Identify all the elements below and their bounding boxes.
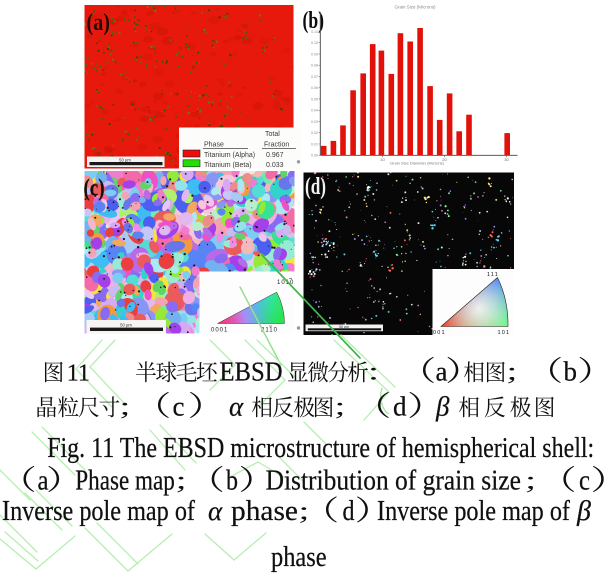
svg-text:101: 101 <box>498 330 511 336</box>
svg-text:0.08: 0.08 <box>311 64 318 68</box>
svg-text:(c): (c) <box>84 176 105 202</box>
svg-text:0.06: 0.06 <box>311 86 318 90</box>
svg-text:11: 11 <box>67 361 90 387</box>
svg-text:b: b <box>226 465 238 497</box>
svg-text:001: 001 <box>433 330 446 336</box>
svg-text:0.09: 0.09 <box>311 52 318 56</box>
svg-text:2110: 2110 <box>261 328 278 334</box>
svg-text:Fraction: Fraction <box>264 142 289 149</box>
svg-text:α: α <box>208 496 223 526</box>
svg-text:β: β <box>435 392 450 422</box>
svg-text:c: c <box>173 392 185 422</box>
svg-text:Titanium (Alpha): Titanium (Alpha) <box>204 152 255 159</box>
svg-text:50 µm: 50 µm <box>119 157 131 162</box>
svg-text:0.10: 0.10 <box>311 41 318 45</box>
svg-text:phase: phase <box>271 542 327 573</box>
svg-text:0.967: 0.967 <box>266 152 284 159</box>
svg-text:Fig. 11 The EBSD microstructur: Fig. 11 The EBSD microstructure of hemis… <box>47 433 594 464</box>
svg-text:(a): (a) <box>87 10 111 36</box>
svg-text:0001: 0001 <box>211 328 228 334</box>
svg-text:phase: phase <box>231 496 298 527</box>
svg-text:Grain Size (Microns): Grain Size (Microns) <box>394 5 436 10</box>
svg-text:EBSD: EBSD <box>220 357 283 387</box>
svg-text:0.03: 0.03 <box>311 120 318 124</box>
svg-text:Grain Size Diameter (Microns): Grain Size Diameter (Microns) <box>390 161 444 166</box>
svg-text:(d): (d) <box>305 174 326 200</box>
svg-text:20: 20 <box>442 157 447 162</box>
svg-text:α: α <box>229 392 244 422</box>
svg-text:Distribution of grain size: Distribution of grain size <box>266 466 521 497</box>
svg-text:0.07: 0.07 <box>311 75 318 79</box>
svg-text:0.00: 0.00 <box>311 154 318 158</box>
svg-text:50 µm: 50 µm <box>339 325 349 329</box>
svg-text:0.02: 0.02 <box>311 131 318 135</box>
svg-text:β: β <box>576 496 591 527</box>
svg-text:0.05: 0.05 <box>311 97 318 101</box>
svg-text:0.11: 0.11 <box>311 30 318 34</box>
svg-text:0.04: 0.04 <box>311 109 318 113</box>
svg-text:(b): (b) <box>303 8 325 34</box>
svg-text:111: 111 <box>487 272 499 278</box>
svg-text:Total: Total <box>265 131 280 138</box>
svg-text:1010: 1010 <box>277 280 294 286</box>
svg-text:10: 10 <box>380 157 385 162</box>
svg-text:a: a <box>436 357 448 387</box>
svg-text:d: d <box>343 495 355 527</box>
svg-text:Inverse pole map of: Inverse pole map of <box>2 496 196 527</box>
svg-text:Phase: Phase <box>204 142 224 149</box>
svg-text:Titanium (Beta): Titanium (Beta) <box>204 162 252 169</box>
svg-text:0.033: 0.033 <box>266 162 284 169</box>
svg-text:Phase map: Phase map <box>75 466 175 497</box>
svg-text:b: b <box>564 357 578 387</box>
svg-text:a: a <box>38 465 49 497</box>
svg-text:30: 30 <box>504 157 509 162</box>
svg-text:d: d <box>393 392 407 422</box>
svg-text:Inverse pole map of: Inverse pole map of <box>377 496 571 527</box>
svg-text:0.01: 0.01 <box>311 142 318 146</box>
svg-text:c: c <box>579 465 590 497</box>
svg-text:50 µm: 50 µm <box>120 322 132 327</box>
